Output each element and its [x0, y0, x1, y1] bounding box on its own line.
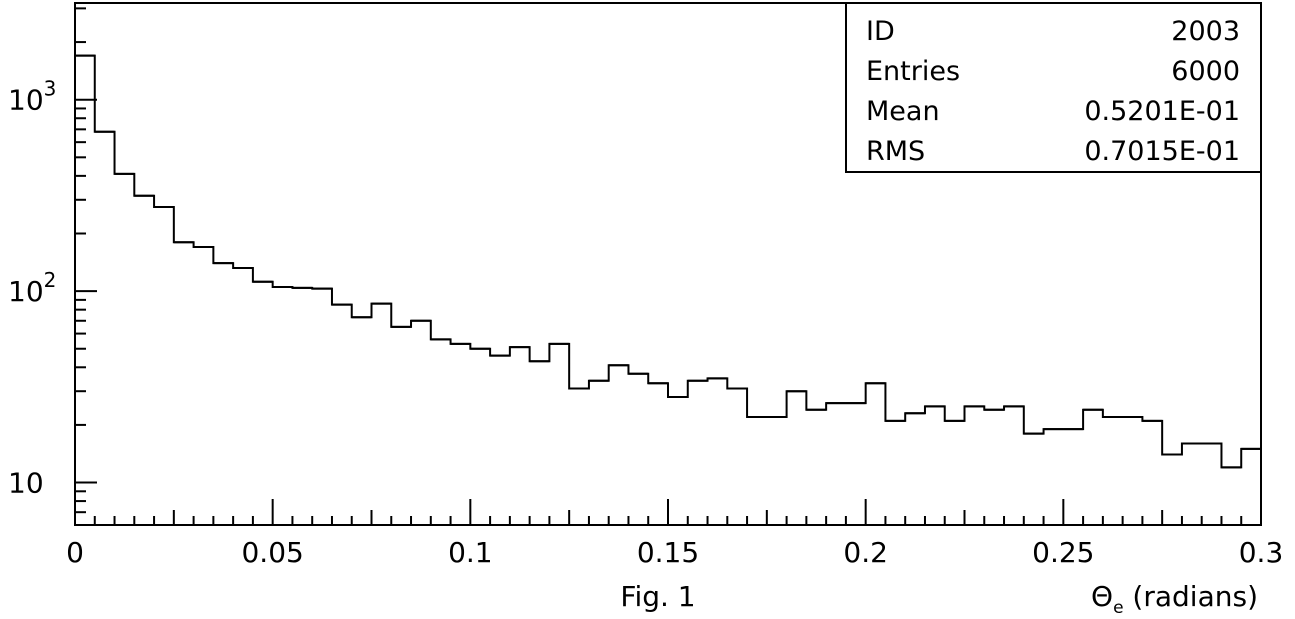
x-tick-label: 0.15 [637, 536, 699, 569]
y-tick-label: 10 [8, 467, 44, 500]
x-axis-label: Θe (radians) [1091, 580, 1258, 618]
y-tick-label: 102 [8, 268, 56, 308]
histogram-bins [75, 54, 1261, 469]
stats-label-mean: Mean [866, 96, 940, 127]
stats-label-id: ID [866, 16, 895, 47]
stats-label-rms: RMS [866, 136, 925, 167]
figure-caption: Fig. 1 [620, 580, 695, 613]
x-tick-label: 0.25 [1032, 536, 1094, 569]
stats-label-entries: Entries [866, 56, 960, 87]
y-tick-label: 103 [8, 77, 56, 117]
x-axis-unit: (radians) [1124, 580, 1258, 613]
x-tick-label: 0.05 [241, 536, 303, 569]
x-tick-label: 0 [66, 536, 84, 569]
axis-ticks [74, 7, 1262, 526]
stats-value-id: 2003 [1171, 16, 1240, 47]
stats-box-frame [845, 2, 1262, 173]
x-tick-label: 0.1 [448, 536, 493, 569]
stats-value-mean: 0.5201E-01 [1084, 96, 1240, 127]
x-tick-label: 0.2 [843, 536, 888, 569]
stats-value-entries: 6000 [1171, 56, 1240, 87]
x-tick-label: 0.3 [1239, 536, 1284, 569]
x-axis-subscript: e [1113, 598, 1123, 618]
x-axis-symbol: Θ [1091, 580, 1113, 613]
stats-box: ID 2003 Entries 6000 Mean 0.5201E-01 RMS… [845, 2, 1262, 173]
x-tick-labels: 0 0.05 0.1 0.15 0.2 0.25 0.3 [66, 536, 1283, 569]
stats-value-rms: 0.7015E-01 [1084, 136, 1240, 167]
y-tick-labels: 10 102 103 [8, 77, 56, 500]
